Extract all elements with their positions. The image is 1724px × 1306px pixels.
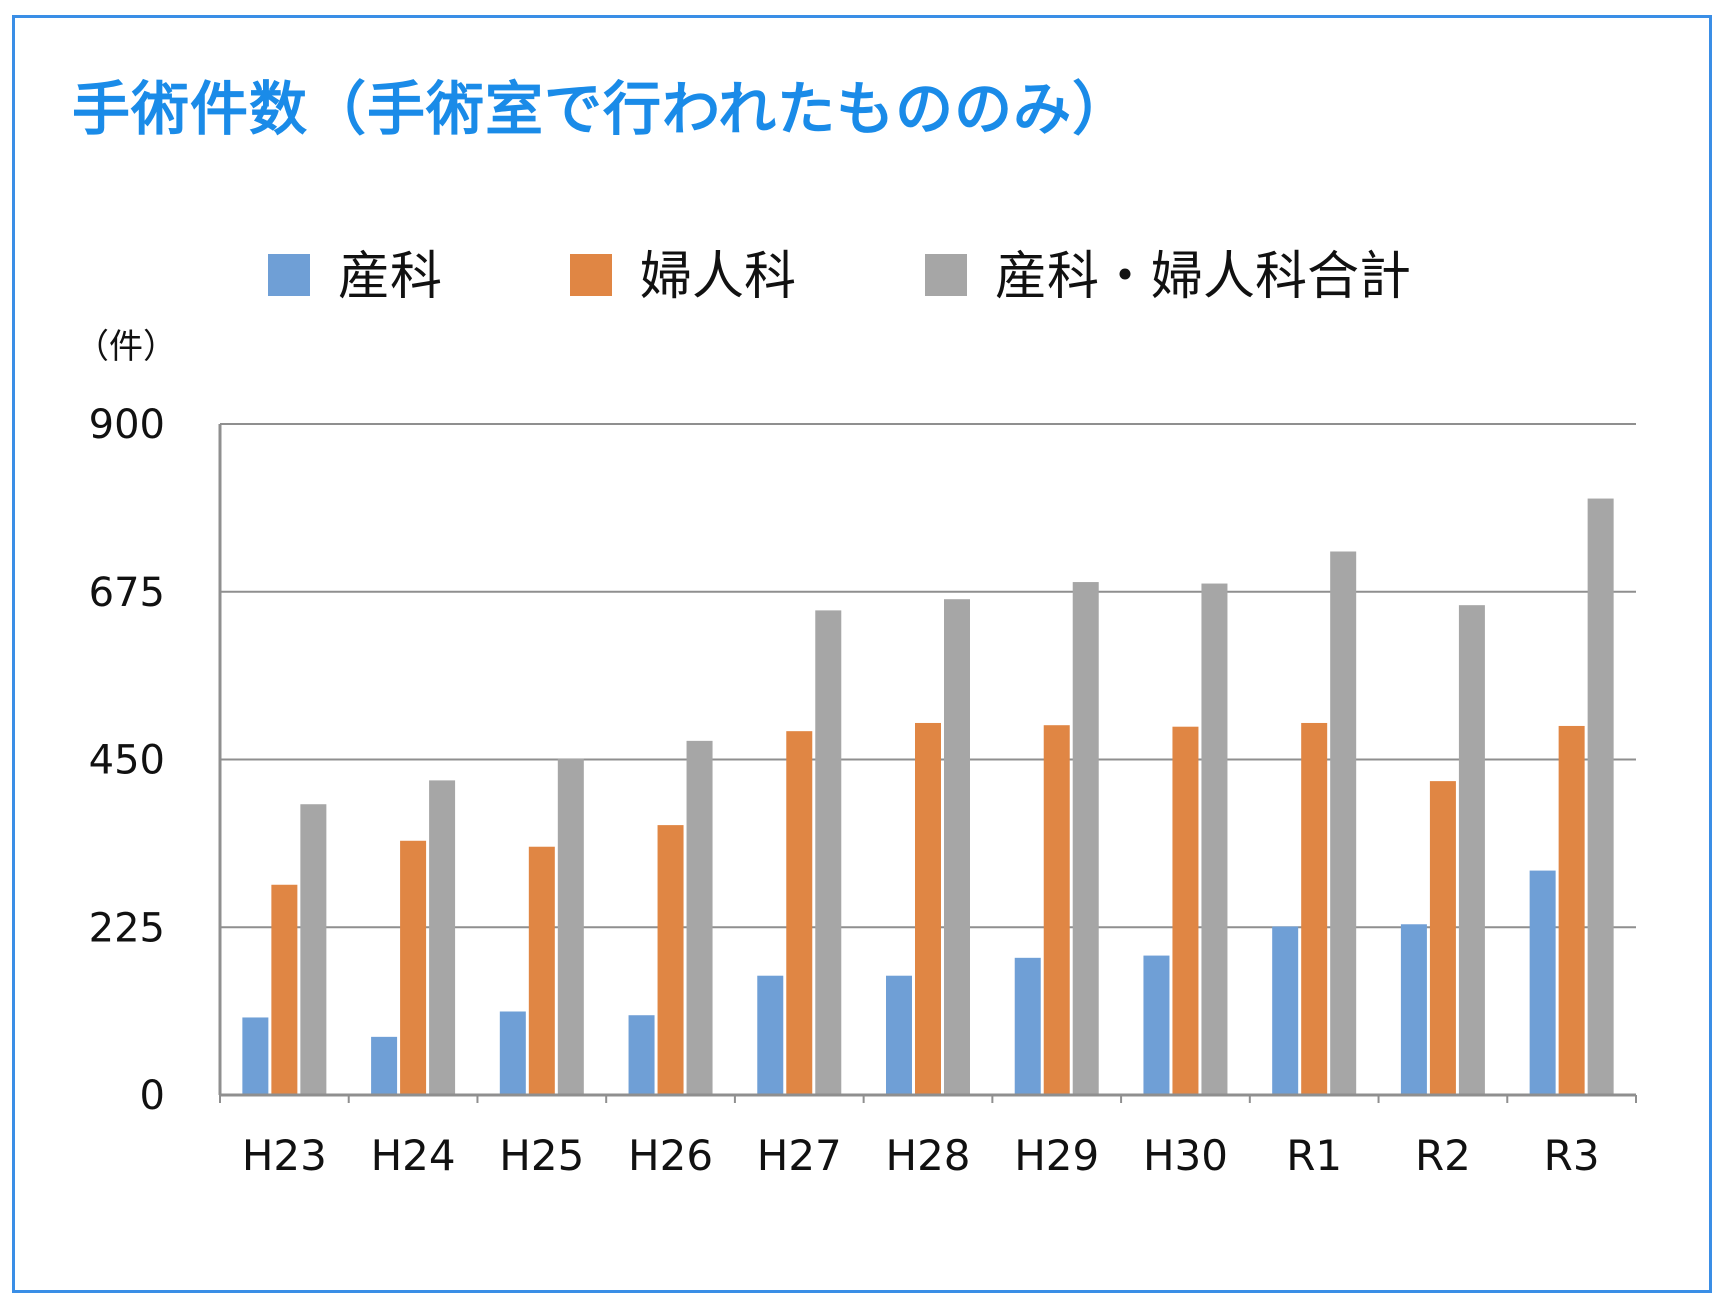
bar-H26-0 — [628, 1015, 655, 1095]
chart-frame — [12, 15, 1712, 1293]
bar-R2-0 — [1400, 924, 1427, 1095]
x-category-label: R2 — [1415, 1131, 1471, 1180]
legend: 産科 婦人科 産科・婦人科合計 — [268, 247, 1411, 307]
legend-swatch-0 — [268, 254, 310, 296]
bar-R2-1 — [1429, 781, 1456, 1095]
bar-H26-1 — [657, 825, 684, 1095]
legend-label-2: 産科・婦人科合計 — [995, 247, 1411, 307]
bar-H24-0 — [371, 1036, 398, 1095]
bar-H27-2 — [815, 610, 842, 1095]
x-category-label: H25 — [499, 1131, 584, 1180]
y-tick-label: 675 — [89, 570, 165, 616]
bar-H23-1 — [271, 884, 298, 1095]
legend-swatch-2 — [925, 254, 967, 296]
x-category-label: R3 — [1544, 1131, 1600, 1180]
bar-R3-0 — [1529, 870, 1556, 1095]
bar-H24-1 — [400, 840, 427, 1095]
legend-label-0: 産科 — [338, 247, 442, 307]
x-category-label: H29 — [1014, 1131, 1099, 1180]
bar-H28-2 — [944, 599, 970, 1095]
bar-R3-2 — [1587, 498, 1614, 1095]
axes — [218, 424, 1637, 1103]
bar-R1-2 — [1330, 551, 1357, 1095]
bar-H28-0 — [886, 975, 912, 1095]
bar-R1-0 — [1272, 926, 1299, 1095]
bar-H25-0 — [499, 1011, 526, 1095]
bar-H29-2 — [1072, 582, 1099, 1095]
bar-R2-2 — [1458, 605, 1485, 1095]
y-tick-label: 900 — [89, 402, 165, 448]
x-category-label: H24 — [371, 1131, 456, 1180]
y-axis-unit-label: （件） — [75, 327, 177, 367]
bar-H28-1 — [915, 722, 941, 1095]
bar-H29-1 — [1043, 725, 1070, 1095]
bar-H30-2 — [1201, 583, 1228, 1095]
bar-H30-1 — [1172, 726, 1199, 1095]
bar-H29-0 — [1014, 957, 1041, 1095]
x-category-label: R1 — [1286, 1131, 1342, 1180]
bars — [242, 498, 1614, 1095]
bar-H24-2 — [429, 780, 456, 1095]
bar-R1-1 — [1301, 722, 1328, 1095]
bar-H25-1 — [528, 846, 555, 1095]
x-category-label: H30 — [1143, 1131, 1228, 1180]
bar-H27-0 — [757, 975, 784, 1095]
bar-H23-2 — [300, 804, 327, 1095]
y-tick-label: 225 — [89, 905, 165, 951]
bar-R3-1 — [1558, 725, 1585, 1095]
bar-H25-2 — [557, 758, 584, 1095]
bar-H27-1 — [786, 731, 813, 1095]
y-tick-label: 450 — [89, 738, 165, 784]
bar-H30-0 — [1143, 955, 1170, 1095]
x-category-label: H26 — [628, 1131, 713, 1180]
bar-H23-0 — [242, 1017, 269, 1095]
x-category-label: H23 — [242, 1131, 327, 1180]
legend-swatch-1 — [570, 254, 612, 296]
y-axis-tick-labels: 0 225 450 675 900 — [89, 402, 165, 1119]
x-category-label: H28 — [885, 1131, 970, 1180]
legend-label-1: 婦人科 — [640, 247, 796, 307]
chart-title: 手術件数（手術室で行われたもののみ） — [72, 75, 1132, 143]
bar-H26-2 — [686, 740, 713, 1095]
y-tick-label: 0 — [140, 1073, 165, 1119]
x-axis-category-labels: H23 H24 H25 H26 H27 H28 H29 H30 R1 R2 R3 — [242, 1131, 1600, 1180]
x-category-label: H27 — [757, 1131, 842, 1180]
